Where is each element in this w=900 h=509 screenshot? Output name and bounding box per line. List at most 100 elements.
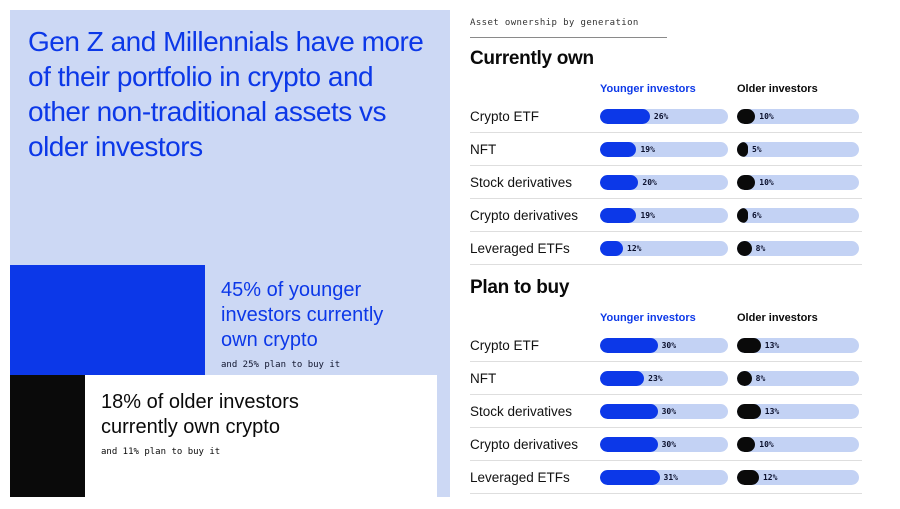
younger-bar-cell: 30% bbox=[600, 403, 737, 419]
row-label: Stock derivatives bbox=[470, 174, 573, 190]
younger-bar-track: 26% bbox=[600, 108, 728, 124]
younger-bar-cell: 12% bbox=[600, 240, 737, 256]
older-bar-track: 12% bbox=[737, 469, 859, 485]
younger-bar-fill bbox=[600, 337, 658, 353]
younger-bar-value: 30% bbox=[661, 340, 677, 350]
older-bar-fill bbox=[737, 436, 756, 452]
column-headers: Younger investors Older investors bbox=[470, 78, 862, 100]
row-label: Leveraged ETFs bbox=[470, 240, 570, 256]
row-label: Crypto ETF bbox=[470, 108, 540, 124]
younger-bar-track: 31% bbox=[600, 469, 728, 485]
row-label: Crypto ETF bbox=[470, 337, 540, 353]
older-bar-value: 5% bbox=[751, 144, 762, 154]
younger-bar-track: 30% bbox=[600, 337, 728, 353]
younger-stat-row: 45% of younger investors currently own c… bbox=[10, 265, 450, 375]
table-row: Leveraged ETFs 12% 8% bbox=[470, 232, 862, 265]
older-bar-fill bbox=[737, 108, 756, 124]
older-bar-value: 10% bbox=[759, 111, 774, 121]
younger-bar-cell: 19% bbox=[600, 207, 737, 223]
older-bar-fill bbox=[737, 469, 759, 485]
younger-bar-fill bbox=[600, 370, 645, 386]
younger-bar-track: 23% bbox=[600, 370, 728, 386]
older-bar-track: 8% bbox=[737, 240, 859, 256]
older-bar-fill bbox=[737, 174, 756, 190]
row-label: Crypto derivatives bbox=[470, 207, 579, 223]
chart-sections: Currently own Younger investors Older inve… bbox=[470, 48, 862, 494]
younger-bar-track: 30% bbox=[600, 403, 728, 419]
younger-bar-value: 19% bbox=[640, 210, 655, 220]
table-row: Crypto ETF 30% 13% bbox=[470, 329, 862, 362]
older-stat-row: 18% of older investors currently own cry… bbox=[10, 375, 450, 497]
younger-bar-track: 20% bbox=[600, 174, 728, 190]
younger-bar-fill bbox=[600, 141, 637, 157]
younger-bar-cell: 23% bbox=[600, 370, 737, 386]
older-stat-text: 18% of older investors currently own cry… bbox=[101, 391, 299, 438]
younger-substat-text: and 25% plan to buy it bbox=[221, 360, 341, 370]
blue-accent-block bbox=[10, 265, 205, 375]
headline-block: Gen Z and Millennials have more of their… bbox=[10, 10, 450, 265]
older-bar-value: 13% bbox=[764, 406, 780, 416]
older-bar-track: 8% bbox=[737, 370, 859, 386]
younger-bar-value: 30% bbox=[661, 439, 677, 449]
younger-bar-value: 26% bbox=[653, 111, 669, 121]
older-bar-value: 13% bbox=[764, 340, 780, 350]
older-bar-cell: 13% bbox=[737, 403, 862, 419]
younger-bar-track: 19% bbox=[600, 207, 728, 223]
section-title: Plan to buy bbox=[470, 277, 570, 298]
table-row: NFT 23% 8% bbox=[470, 362, 862, 395]
row-label: Crypto derivatives bbox=[470, 436, 579, 452]
older-bar-track: 13% bbox=[737, 403, 859, 419]
older-bar-fill bbox=[737, 370, 752, 386]
section-plan-to-buy: Plan to buy Younger investors Older invest… bbox=[470, 277, 862, 494]
younger-column-header: Younger investors bbox=[600, 83, 696, 95]
older-bar-track: 6% bbox=[737, 207, 859, 223]
row-label: Stock derivatives bbox=[470, 403, 573, 419]
younger-bar-track: 12% bbox=[600, 240, 728, 256]
younger-bar-track: 19% bbox=[600, 141, 728, 157]
older-stat-block: 18% of older investors currently own cry… bbox=[85, 375, 437, 497]
older-bar-value: 10% bbox=[759, 439, 774, 449]
older-bar-track: 10% bbox=[737, 436, 859, 452]
chart-eyebrow: Asset ownership by generation bbox=[470, 18, 667, 38]
older-bar-value: 12% bbox=[762, 472, 778, 482]
younger-bar-fill bbox=[600, 403, 658, 419]
younger-bar-value: 23% bbox=[648, 373, 663, 383]
younger-bar-value: 31% bbox=[663, 472, 678, 482]
table-row: Stock derivatives 30% 13% bbox=[470, 395, 862, 428]
older-bar-value: 10% bbox=[759, 177, 774, 187]
table-row: Crypto derivatives 19% 6% bbox=[470, 199, 862, 232]
older-bar-cell: 10% bbox=[737, 436, 862, 452]
older-bar-cell: 12% bbox=[737, 469, 862, 485]
younger-bar-fill bbox=[600, 108, 650, 124]
table-row: Crypto derivatives 30% 10% bbox=[470, 428, 862, 461]
older-bar-track: 13% bbox=[737, 337, 859, 353]
younger-bar-cell: 26% bbox=[600, 108, 737, 124]
older-bar-cell: 5% bbox=[737, 141, 862, 157]
older-bar-value: 6% bbox=[751, 210, 762, 220]
older-bar-cell: 10% bbox=[737, 174, 862, 190]
chart-panel: Asset ownership by generation Currently … bbox=[470, 10, 862, 497]
younger-bar-fill bbox=[600, 174, 639, 190]
periwinkle-spacer bbox=[437, 375, 450, 497]
older-bar-cell: 6% bbox=[737, 207, 862, 223]
older-bar-value: 8% bbox=[755, 373, 766, 383]
table-row: NFT 19% 5% bbox=[470, 133, 862, 166]
older-bar-track: 5% bbox=[737, 141, 859, 157]
younger-column-header: Younger investors bbox=[600, 312, 696, 324]
younger-bar-fill bbox=[600, 207, 637, 223]
younger-bar-cell: 20% bbox=[600, 174, 737, 190]
older-bar-fill bbox=[737, 403, 761, 419]
table-row: Stock derivatives 20% 10% bbox=[470, 166, 862, 199]
younger-bar-cell: 30% bbox=[600, 436, 737, 452]
older-bar-cell: 8% bbox=[737, 370, 862, 386]
older-bar-fill bbox=[737, 141, 748, 157]
older-bar-cell: 8% bbox=[737, 240, 862, 256]
older-bar-track: 10% bbox=[737, 174, 859, 190]
row-label: Leveraged ETFs bbox=[470, 469, 570, 485]
table-row: Leveraged ETFs 31% 12% bbox=[470, 461, 862, 494]
headline-text: Gen Z and Millennials have more of their… bbox=[28, 26, 424, 162]
younger-bar-cell: 30% bbox=[600, 337, 737, 353]
younger-bar-cell: 31% bbox=[600, 469, 737, 485]
younger-bar-value: 30% bbox=[661, 406, 677, 416]
